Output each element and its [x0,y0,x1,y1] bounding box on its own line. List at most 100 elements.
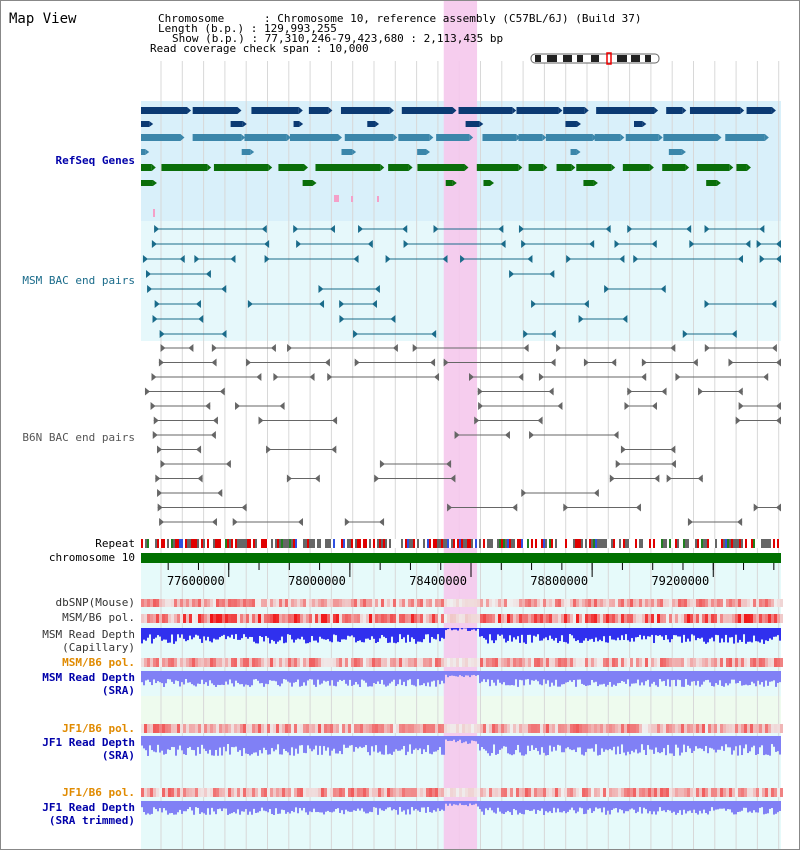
jf1-depth-sra-bar [583,736,585,756]
jf1-depth-trim-bar [301,801,303,811]
jf1-b6-pol2-cell [381,788,384,797]
repeat-segment [327,539,329,548]
jf1-b6-pol-cell [468,724,471,733]
msm-depth-cap-bar [317,628,319,643]
jf1-depth-sra-bar [559,736,561,746]
dbsnp-cell [516,599,519,607]
msm-depth-cap-bar [583,628,585,641]
jf1-depth-sra-bar [143,736,145,749]
jf1-depth-sra-bar [773,736,775,747]
repeat-segment [697,539,699,548]
jf1-depth-trim-bar [753,801,755,811]
gene-block [563,107,585,114]
msm-b6-pol2-cell [669,658,672,667]
b6n-bac-end-left [160,460,166,468]
msm-depth-sra-bar [555,671,557,680]
b6n-bac-end-left [286,474,292,483]
msm-depth-cap-bar [467,628,469,631]
jf1-depth-trim-bar [519,801,521,813]
gene-block [583,180,594,186]
dbsnp-cell [576,599,579,607]
msm-b6-pol-cell [633,614,636,623]
ideogram-band [631,55,640,62]
b6n-bac-end-right [518,373,524,381]
msm-depth-cap-bar [351,628,353,636]
dbsnp-cell [291,599,294,607]
jf1-b6-pol-cell [315,724,318,733]
jf1-depth-trim-bar [457,801,459,806]
msm-b6-pol-cell [756,614,759,623]
jf1-b6-pol-cell [420,724,423,733]
jf1-depth-sra-bar [207,736,209,754]
msm-depth-sra-bar [689,671,691,686]
msm-depth-sra-bar [225,671,227,682]
msm-b6-pol-cell [669,614,672,623]
repeat-segment [723,539,725,548]
gene-arrow [187,107,192,114]
msm-depth-sra-bar [667,671,669,680]
msm-b6-pol2-cell [513,658,516,667]
repeat-segment [343,539,345,548]
msm-b6-pol-cell [378,614,381,623]
msm-depth-cap-bar [443,628,445,639]
repeat-segment [623,539,625,548]
jf1-b6-pol2-cell [561,788,564,797]
jf1-b6-pol2-cell [195,788,198,797]
msm-depth-cap-bar [221,628,223,636]
dbsnp-cell [495,599,498,607]
jf1-depth-sra-bar [235,736,237,747]
jf1-depth-sra-bar [691,736,693,753]
jf1-depth-sra-bar [263,736,265,748]
msm-depth-sra-bar [561,671,563,685]
msm-depth-sra-bar [571,671,573,682]
dbsnp-cell [459,599,462,607]
msm-b6-pol-cell [354,614,357,623]
msm-depth-cap-bar [481,628,483,637]
jf1-b6-pol2-cell [510,788,513,797]
msm-bac-end-right [221,330,227,338]
msm-bac-end-left [682,330,688,338]
msm-b6-pol-cell [564,614,567,623]
gene-block [251,107,299,114]
msm-depth-sra-bar [215,671,217,687]
b6n-bac-end-right [205,402,211,410]
jf1-b6-pol-cell [507,724,510,733]
msm-depth-cap-bar [635,628,637,638]
msm-depth-sra-bar [717,671,719,685]
jf1-b6-pol-cell [600,724,603,733]
jf1-depth-trim-bar [553,801,555,808]
repeat-segment [225,539,227,548]
jf1-depth-trim-bar [617,801,619,813]
msm-depth-cap-bar [447,628,449,630]
dbsnp-cell [195,599,198,607]
msm-depth-sra-bar [355,671,357,682]
repeat-segment [613,539,615,548]
jf1-b6-pol2-cell [729,788,732,797]
jf1-b6-pol2-cell [648,788,651,797]
msm-depth-cap-bar [543,628,545,639]
repeat-segment [597,539,599,548]
msm-b6-pol2-cell [660,658,663,667]
jf1-b6-pol2-cell [429,788,432,797]
gene-block [662,164,686,171]
dbsnp-cell [504,599,507,607]
dbsnp-cell [600,599,603,607]
msm-depth-cap-bar [429,628,431,643]
msm-b6-pol-cell [492,614,495,623]
msm-depth-sra-bar [423,671,425,684]
msm-depth-cap-bar [525,628,527,644]
jf1-b6-pol-cell [708,724,711,733]
msm-depth-sra-bar [213,671,215,686]
msm-b6-pol-cell [366,614,369,623]
jf1-b6-pol2-cell [162,788,165,797]
jf1-depth-sra-bar [587,736,589,749]
gene-block [367,121,376,127]
msm-depth-sra-bar [209,671,211,681]
msm-depth-sra-bar [453,671,455,676]
msm-b6-pol2-cell [684,658,687,667]
msm-depth-cap-bar [707,628,709,643]
msm-depth-sra-bar [703,671,705,682]
jf1-depth-trim-bar [527,801,529,811]
msm-depth-cap-bar [541,628,543,641]
